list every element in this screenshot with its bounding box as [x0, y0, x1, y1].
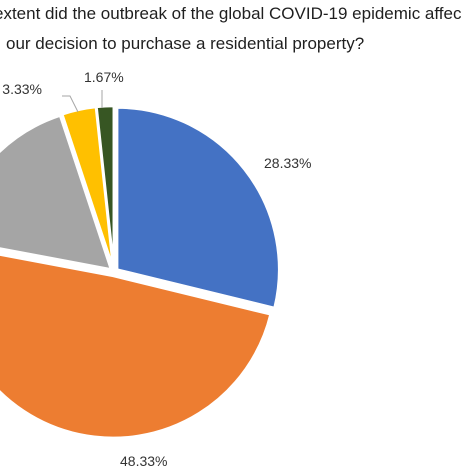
pie-slice-3 [0, 114, 113, 271]
pie-slice-2 [0, 253, 272, 440]
slice-label-5: 1.67% [84, 69, 124, 85]
leader-lines [62, 90, 103, 113]
slice-labels: 28.33% 48.33% 3.33% 1.67% [2, 69, 311, 469]
pie-slice-5 [95, 104, 116, 270]
slice-label-4: 3.33% [2, 81, 42, 97]
slice-label-2: 48.33% [120, 453, 167, 469]
pie-slices [0, 104, 281, 440]
chart-title-line-2: our decision to purchase a residential p… [6, 34, 365, 53]
slice-label-1: 28.33% [264, 155, 311, 171]
chart-title-line-1: extent did the outbreak of the global CO… [0, 4, 462, 23]
leader-line-4 [62, 95, 79, 113]
pie-slice-1 [115, 106, 281, 310]
